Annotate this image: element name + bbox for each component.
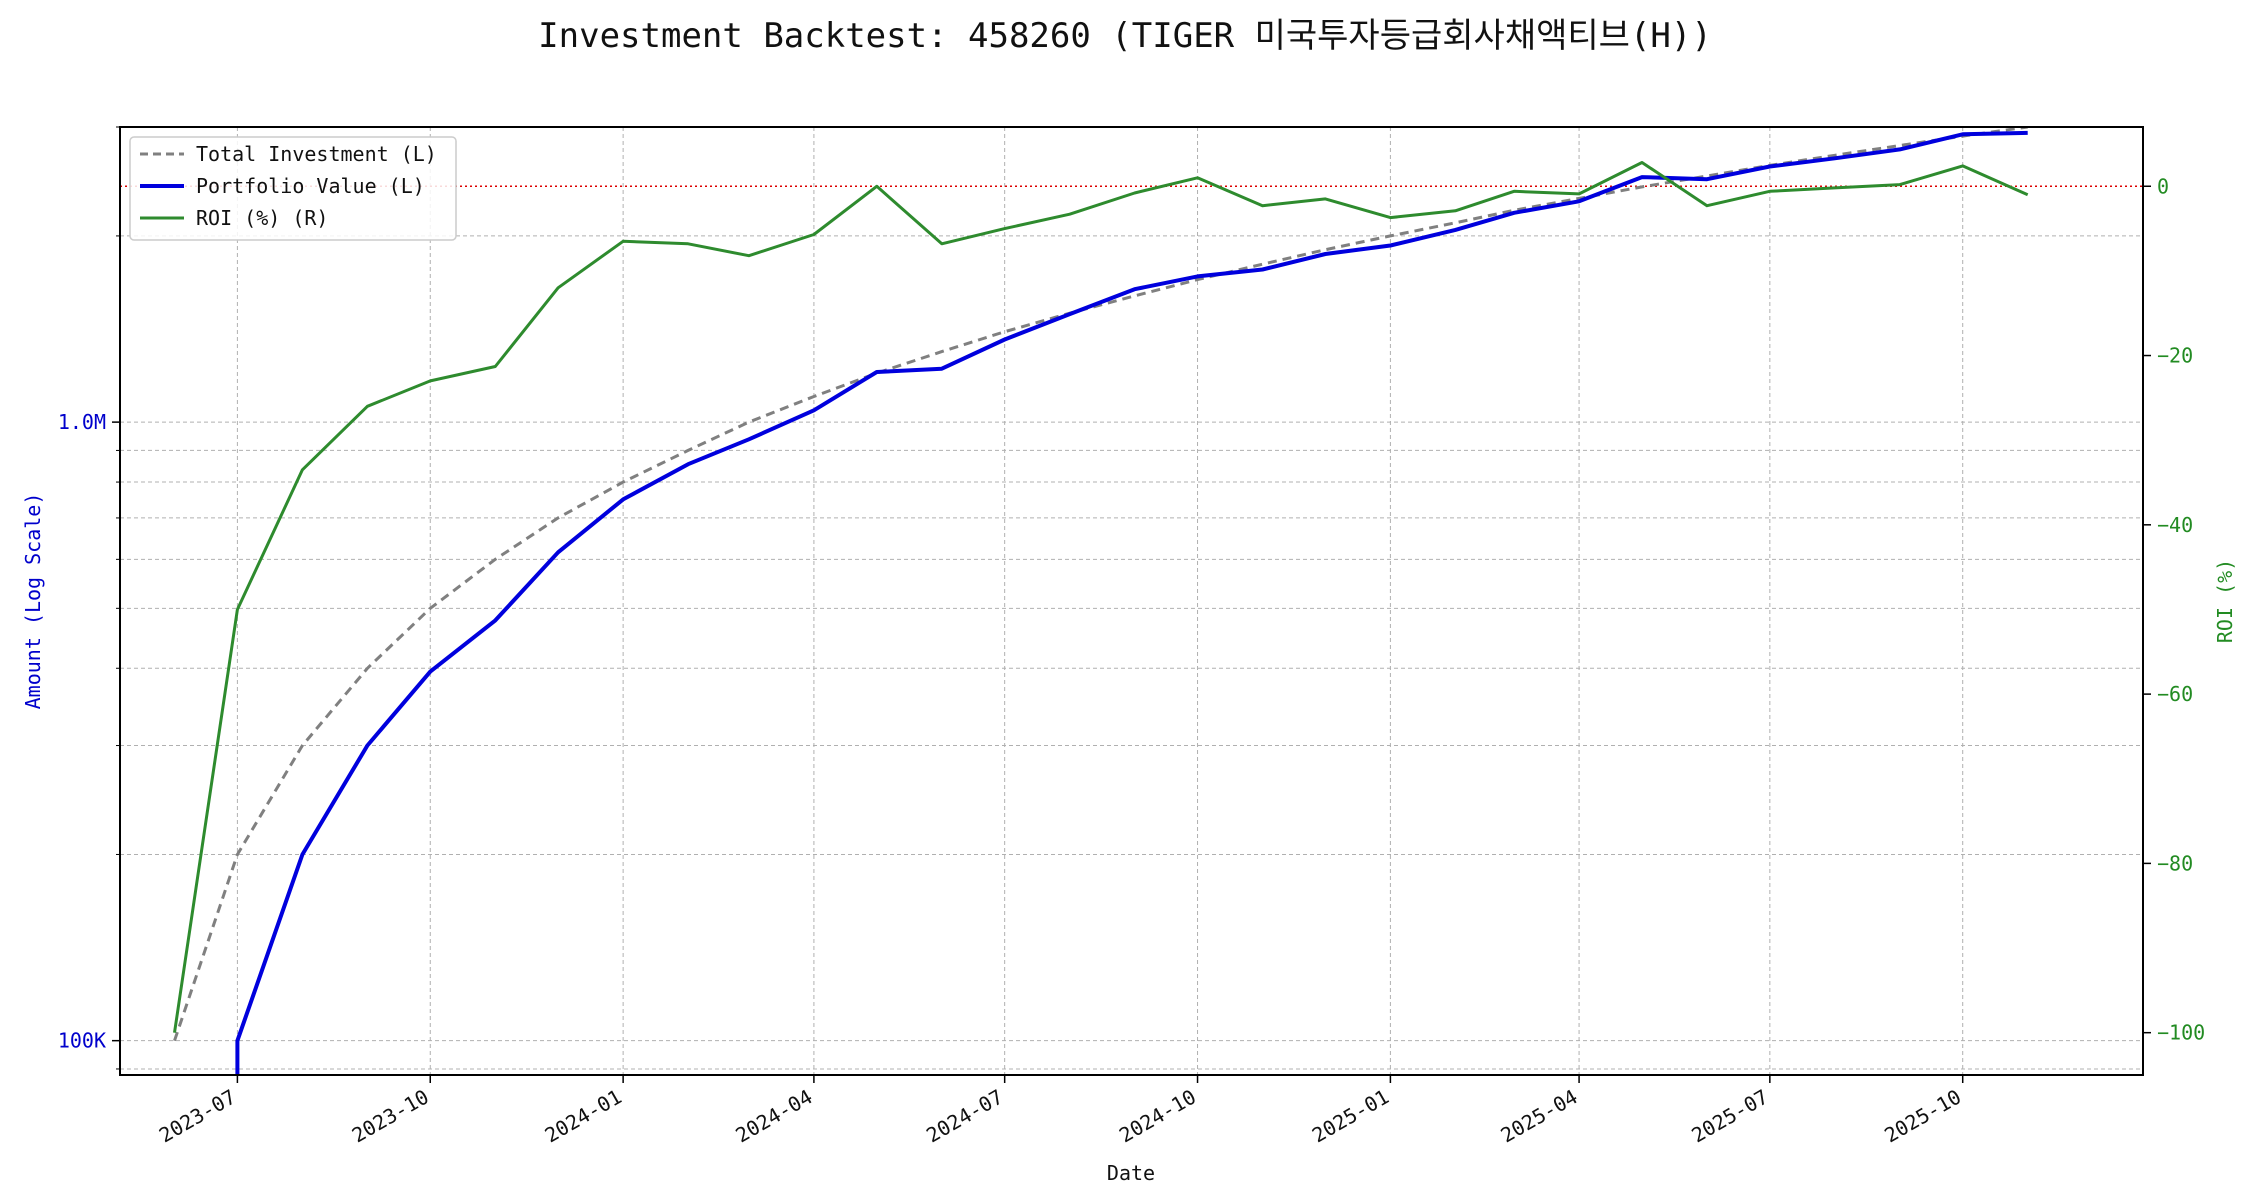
portfolio-value-line	[235, 130, 2028, 1075]
plot-frame	[119, 126, 2144, 1076]
x-tick-label: 2024-01	[541, 1085, 626, 1148]
y-right-tick-label: −80	[2157, 851, 2193, 875]
total-investment-line	[173, 127, 2028, 1042]
left-y-axis: 100K 1.0M	[58, 126, 120, 1070]
right-y-axis-label: ROI (%)	[2213, 559, 2237, 643]
x-tick-label: 2023-07	[155, 1085, 240, 1148]
left-y-axis-label: Amount (Log Scale)	[21, 493, 45, 710]
y-right-tick-label: −40	[2157, 513, 2193, 537]
x-tick-label: 2024-10	[1115, 1085, 1200, 1148]
legend-label-roi: ROI (%) (R)	[196, 206, 328, 230]
grid-lines	[120, 126, 2143, 1075]
y-left-tick-label: 1.0M	[58, 410, 106, 434]
right-y-axis: 0 −20 −40 −60 −80 −100	[2143, 174, 2205, 1045]
legend: Total Investment (L) Portfolio Value (L)…	[129, 136, 457, 241]
legend-label-total-investment: Total Investment (L)	[196, 142, 437, 166]
y-right-tick-label: −60	[2157, 682, 2193, 706]
x-tick-label: 2023-10	[348, 1085, 433, 1148]
x-tick-label: 2025-10	[1880, 1085, 1965, 1148]
x-tick-label: 2025-01	[1308, 1085, 1393, 1148]
y-right-tick-label: 0	[2157, 174, 2169, 198]
x-tick-label: 2025-04	[1497, 1085, 1582, 1148]
y-left-tick-label: 100K	[58, 1029, 106, 1053]
y-right-tick-label: −100	[2157, 1021, 2205, 1045]
roi-line	[173, 161, 2029, 1033]
x-tick-label: 2024-07	[922, 1085, 1007, 1148]
x-axis: 2023-07 2023-10 2024-01 2024-04 2024-07 2024-…	[155, 1075, 1965, 1147]
x-tick-label: 2025-07	[1687, 1085, 1772, 1148]
legend-label-portfolio-value: Portfolio Value (L)	[196, 174, 425, 198]
legend-box	[129, 136, 457, 241]
x-tick-label: 2024-04	[731, 1085, 816, 1148]
x-axis-label: Date	[1107, 1161, 1155, 1185]
chart-title: Investment Backtest: 458260 (TIGER 미국투자등…	[538, 16, 1712, 56]
series-layer	[120, 127, 2143, 1075]
y-right-tick-label: −20	[2157, 344, 2193, 368]
